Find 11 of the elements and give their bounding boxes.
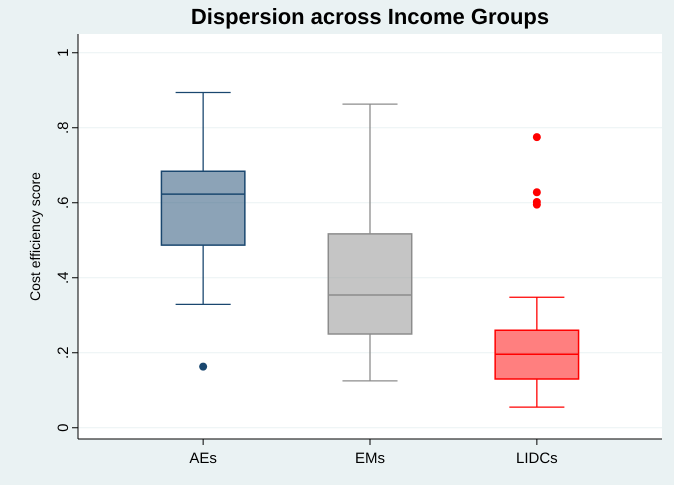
y-tick-label: .6: [55, 196, 72, 210]
y-tick-label: 0: [55, 424, 72, 432]
x-tick-label: EMs: [355, 450, 385, 467]
y-tick-label: 1: [55, 48, 72, 57]
x-tick-label: LIDCs: [516, 450, 558, 467]
y-axis-title: Cost efficiency score: [27, 172, 43, 301]
y-tick-label: .8: [55, 121, 72, 134]
chart-title: Dispersion across Income Groups: [190, 4, 550, 29]
y-tick-label: .2: [55, 346, 72, 360]
x-tick-label: AEs: [189, 450, 217, 467]
y-tick-label: .4: [55, 271, 72, 284]
